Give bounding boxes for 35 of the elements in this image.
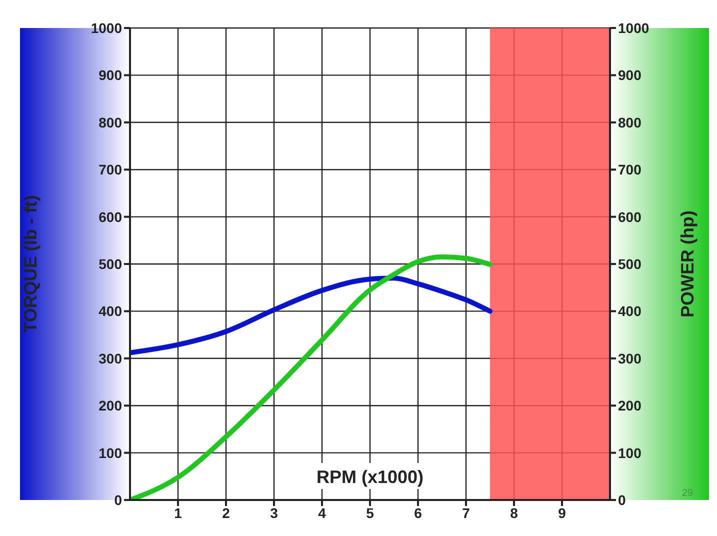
x-tick-label: 5 <box>366 504 374 521</box>
y2-tick-label: 600 <box>618 208 642 225</box>
text: 29 <box>682 488 693 499</box>
y2-tick-label: 400 <box>618 303 642 320</box>
x-tick-label: 7 <box>462 504 470 521</box>
y-tick-label: 800 <box>98 114 122 130</box>
y-tick-label: 500 <box>98 256 122 272</box>
y2-tick-label: 0 <box>618 492 626 508</box>
x-axis-title: RPM (x1000) <box>316 466 424 487</box>
y-tick-label: 900 <box>98 67 122 84</box>
y-tick-label: 600 <box>98 208 122 225</box>
y-axis-title: TORQUE (lb - ft) <box>20 195 40 333</box>
y-tick-label: 1000 <box>90 20 122 36</box>
y2-tick-label: 300 <box>618 350 642 366</box>
x-tick-label: 4 <box>318 504 326 521</box>
x-tick-label: 2 <box>222 504 230 521</box>
y2-tick-label: 500 <box>618 256 642 272</box>
y-tick-label: 300 <box>98 350 122 366</box>
y-tick-label: 700 <box>98 162 122 178</box>
y2-tick-label: 900 <box>618 67 642 84</box>
y-tick-label: 100 <box>98 444 122 461</box>
x-tick-label: 6 <box>414 504 422 521</box>
y2-tick-label: 1000 <box>618 20 650 36</box>
y2-tick-label: 700 <box>618 162 642 178</box>
x-tick-label: 1 <box>174 504 182 521</box>
x-tick-label: 3 <box>270 504 278 521</box>
y-tick-label: 0 <box>114 492 122 508</box>
y2-tick-label: 200 <box>618 398 642 414</box>
y2-tick-label: 100 <box>618 444 642 461</box>
x-tick-label: 8 <box>510 504 518 521</box>
y2-axis-title: POWER (hp) <box>677 210 698 318</box>
y-tick-label: 200 <box>98 398 122 414</box>
y2-tick-label: 800 <box>618 114 642 130</box>
x-tick-label: 9 <box>558 504 566 521</box>
y-tick-label: 400 <box>98 303 122 320</box>
